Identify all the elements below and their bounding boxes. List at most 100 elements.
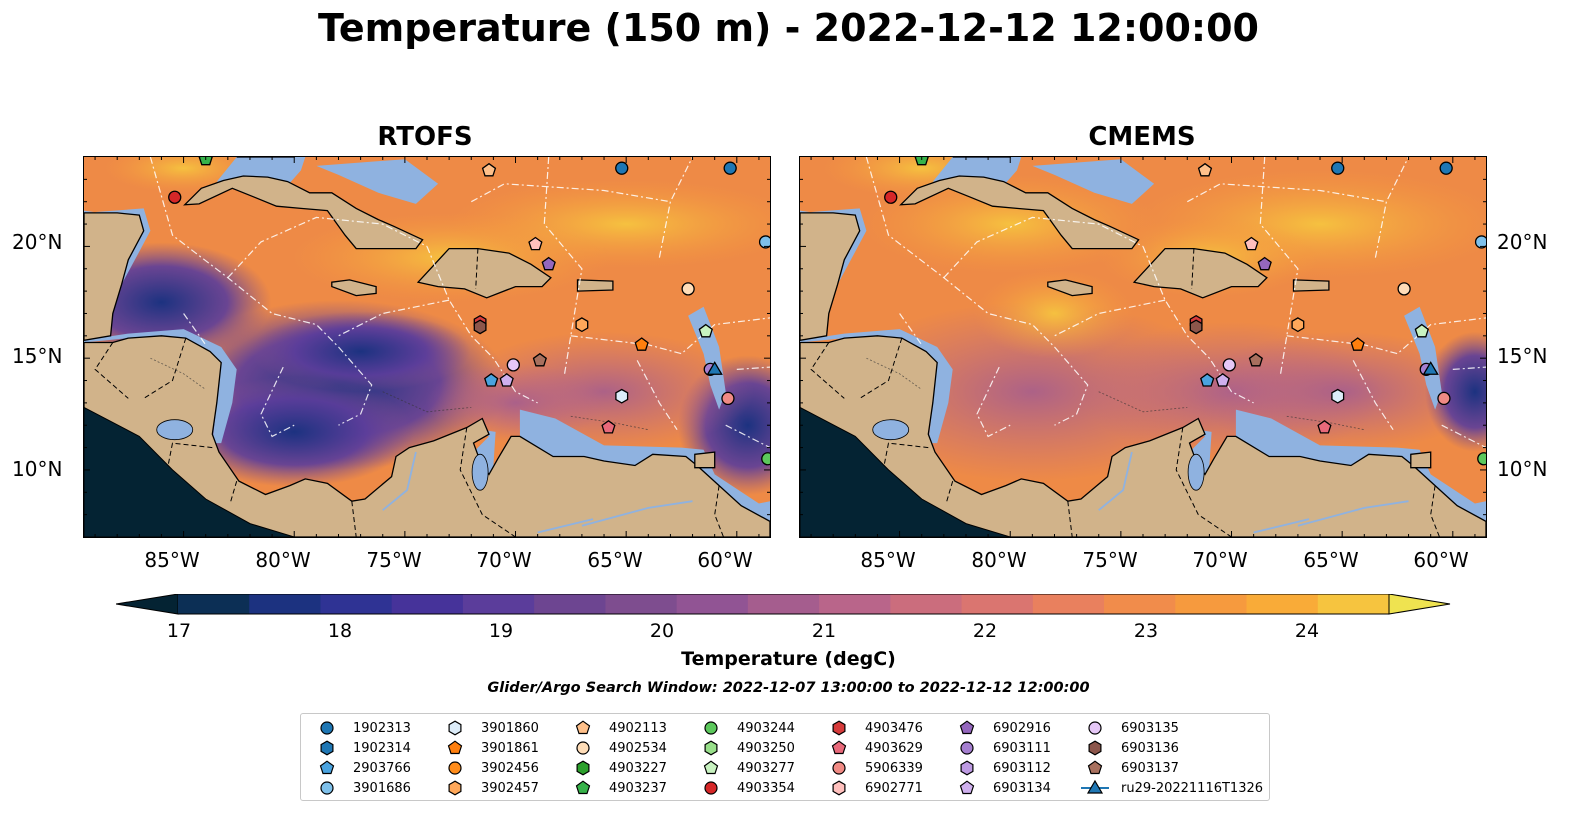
float-marker-3 bbox=[615, 161, 629, 175]
legend-item-2903766: 2903766 bbox=[311, 758, 411, 778]
legend-label: 6903111 bbox=[993, 740, 1051, 756]
colorbar-segment-12 bbox=[961, 594, 1034, 614]
float-marker-14 bbox=[532, 352, 547, 367]
search-window-caption: Glider/Argo Search Window: 2022-12-07 13… bbox=[487, 680, 1090, 696]
lon-label-70w-right: 70°W bbox=[1192, 548, 1248, 572]
legend-label: 4903244 bbox=[737, 720, 795, 736]
float-marker-4 bbox=[723, 161, 737, 175]
legend-item-6903111: 6903111 bbox=[951, 738, 1051, 758]
legend-symbol-hexagon-icon bbox=[576, 760, 590, 776]
legend-label: 4903476 bbox=[865, 720, 923, 736]
float-marker-17 bbox=[499, 372, 514, 387]
legend-symbol-pentagon-icon bbox=[575, 780, 591, 795]
legend-symbol-pentagon-icon bbox=[831, 740, 847, 755]
legend-item-3902456: 3902456 bbox=[439, 758, 539, 778]
colorbar-segment-8 bbox=[676, 594, 749, 614]
legend-item-1902313: 1902313 bbox=[311, 718, 411, 738]
legend-item-6903136: 6903136 bbox=[1079, 738, 1179, 758]
legend-symbol-hexagon-icon bbox=[960, 760, 974, 776]
legend-symbol-pentagon-icon bbox=[1087, 760, 1103, 775]
cmems-temperature-map bbox=[800, 157, 1486, 537]
float-marker-20 bbox=[615, 388, 629, 404]
legend-item-4902534: 4902534 bbox=[567, 738, 667, 758]
legend-label: 4902534 bbox=[609, 740, 667, 756]
colorbar-tick-21: 21 bbox=[811, 620, 837, 642]
legend-item-6903112: 6903112 bbox=[951, 758, 1051, 778]
legend-symbol-pentagon-icon bbox=[447, 740, 463, 755]
lon-label-60w-right: 60°W bbox=[1413, 548, 1469, 572]
legend-symbol-hexagon-icon bbox=[320, 740, 334, 756]
legend-label: 4903629 bbox=[865, 740, 923, 756]
legend-item-3901860: 3901860 bbox=[439, 718, 539, 738]
legend-symbol-hexagon-icon bbox=[1088, 740, 1102, 756]
legend-symbol-circle-icon bbox=[576, 741, 590, 755]
legend-item-6903135: 6903135 bbox=[1079, 718, 1179, 738]
float-marker-12 bbox=[698, 323, 713, 338]
legend-symbol-circle-icon bbox=[960, 741, 974, 755]
legend-item-4902113: 4902113 bbox=[567, 718, 667, 738]
float-marker-1 bbox=[914, 157, 929, 166]
legend-label: 4903250 bbox=[737, 740, 795, 756]
float-marker-16 bbox=[1200, 372, 1215, 387]
legend-item-ru29-20221116T1326: ru29-20221116T1326 bbox=[1079, 778, 1263, 798]
float-marker-20 bbox=[1331, 388, 1345, 404]
float-marker-2 bbox=[481, 162, 497, 177]
legend-label: 2903766 bbox=[353, 760, 411, 776]
legend-symbol-circle-icon bbox=[1088, 721, 1102, 735]
lat-label-15n-right: 15°N bbox=[1497, 344, 1548, 368]
legend-item-4903227: 4903227 bbox=[567, 758, 667, 778]
legend-label: 3901686 bbox=[353, 780, 411, 796]
lat-label-15n-left: 15°N bbox=[12, 344, 63, 368]
legend-symbol-hexagon-icon bbox=[448, 720, 462, 736]
float-marker-1 bbox=[198, 157, 213, 166]
float-marker-7 bbox=[1257, 256, 1272, 271]
legend-label: 6903134 bbox=[993, 780, 1051, 796]
float-marker-17 bbox=[1215, 372, 1230, 387]
legend-symbol-circle-icon bbox=[448, 761, 462, 775]
float-marker-13 bbox=[634, 337, 649, 351]
legend-symbol-circle-icon bbox=[832, 761, 846, 775]
colorbar-extend-high bbox=[1388, 594, 1451, 615]
float-marker-21 bbox=[1437, 391, 1451, 406]
legend-symbol-pentagon-icon bbox=[959, 780, 975, 795]
colorbar-segment-17 bbox=[1317, 594, 1390, 614]
lat-label-10n-right: 10°N bbox=[1497, 457, 1548, 481]
colorbar-tick-18: 18 bbox=[327, 620, 353, 642]
legend-label: ru29-20221116T1326 bbox=[1121, 780, 1264, 796]
legend-item-6903137: 6903137 bbox=[1079, 758, 1179, 778]
lon-label-80w-left: 80°W bbox=[255, 548, 311, 572]
glider-position-marker bbox=[706, 361, 723, 375]
float-marker-15 bbox=[506, 358, 520, 372]
lat-label-20n-right: 20°N bbox=[1497, 230, 1548, 254]
float-marker-21 bbox=[721, 391, 735, 406]
legend-symbol-circle-icon bbox=[320, 721, 334, 735]
colorbar-extend-low bbox=[116, 594, 179, 615]
colorbar-tick-20: 20 bbox=[649, 620, 675, 642]
float-marker-6 bbox=[1244, 236, 1259, 251]
lon-label-60w-left: 60°W bbox=[697, 548, 753, 572]
colorbar-segment-5 bbox=[462, 594, 535, 614]
legend-item-5906339: 5906339 bbox=[823, 758, 923, 778]
float-marker-7 bbox=[541, 256, 556, 271]
float-marker-0 bbox=[884, 190, 898, 204]
legend-item-4903629: 4903629 bbox=[823, 738, 923, 758]
legend-item-4903476: 4903476 bbox=[823, 718, 923, 738]
lon-label-80w-right: 80°W bbox=[971, 548, 1027, 572]
colorbar-segment-10 bbox=[819, 594, 891, 614]
colorbar-segment-3 bbox=[320, 594, 393, 614]
legend-item-4903354: 4903354 bbox=[695, 778, 795, 798]
colorbar-segment-9 bbox=[747, 594, 820, 614]
colorbar-segment-16 bbox=[1246, 594, 1319, 614]
float-legend: 1902313 1902314 2903766 3901686 3901860 39018… bbox=[300, 713, 1270, 801]
legend-label: 3902456 bbox=[481, 760, 539, 776]
legend-label: 6903137 bbox=[1121, 760, 1179, 776]
legend-label: 6903135 bbox=[1121, 720, 1179, 736]
rtofs-map-panel bbox=[83, 156, 771, 538]
legend-label: 4902113 bbox=[609, 720, 667, 736]
float-marker-13 bbox=[1350, 337, 1365, 351]
lat-label-20n-left: 20°N bbox=[12, 230, 63, 254]
rtofs-temperature-map bbox=[84, 157, 770, 537]
legend-item-4903244: 4903244 bbox=[695, 718, 795, 738]
legend-symbol-circle-icon bbox=[704, 781, 718, 795]
colorbar-segment-14 bbox=[1104, 594, 1176, 614]
